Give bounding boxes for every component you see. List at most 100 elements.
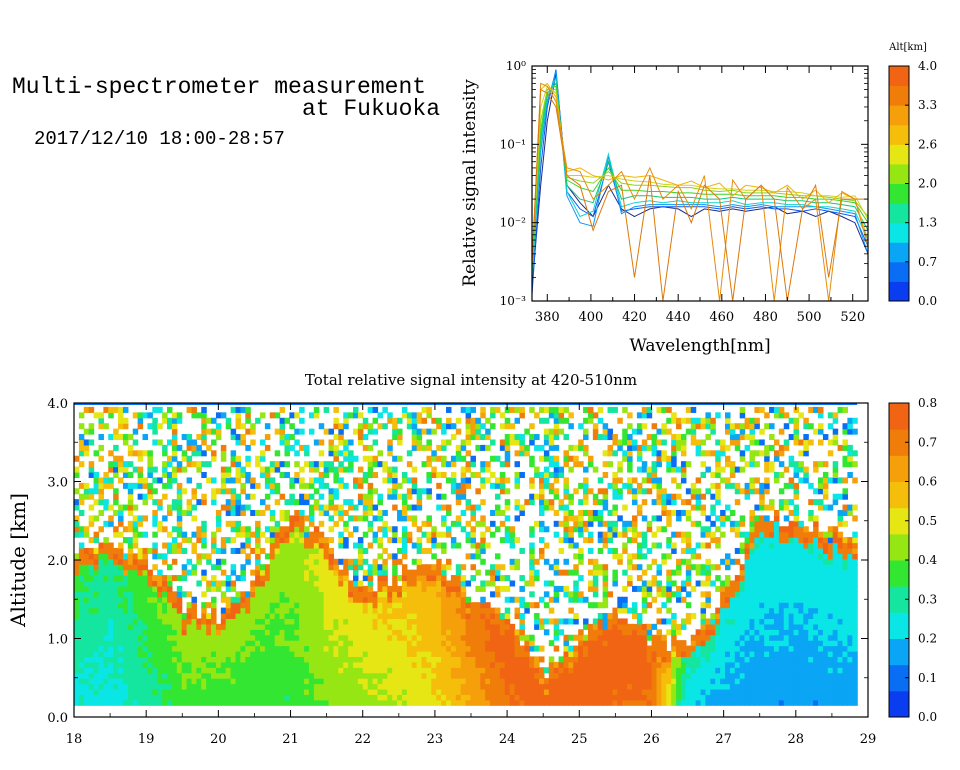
heatmap-cell: [421, 547, 428, 554]
heatmap-cell: [617, 488, 623, 495]
heatmap-cell: [230, 623, 237, 630]
heatmap-cell: [220, 547, 227, 554]
heatmap-cell: [627, 412, 633, 419]
heatmap-cell: [186, 439, 193, 446]
heatmap-cell: [294, 650, 300, 658]
heatmap-cell: [382, 575, 388, 582]
heatmap-cell: [313, 439, 320, 446]
heatmap-cell: [397, 575, 403, 582]
heatmap-cell: [666, 509, 672, 516]
heatmap-cell: [245, 472, 251, 479]
heatmap-cell: [426, 412, 432, 419]
heatmap-cell: [382, 591, 388, 598]
heatmap-cell: [392, 531, 398, 538]
heatmap-cell: [127, 585, 134, 592]
heatmap-cell: [558, 499, 565, 506]
heatmap-cell: [568, 423, 574, 430]
heatmap-cell: [372, 656, 379, 663]
heatmap-cell: [284, 515, 290, 522]
heatmap-cell: [646, 564, 653, 571]
heatmap-cell: [171, 602, 178, 609]
heatmap-cell: [338, 537, 344, 544]
heatmap-cell: [406, 412, 413, 419]
heatmap-cell: [357, 585, 364, 592]
heatmap-cell: [617, 623, 623, 630]
heatmap-cell: [529, 547, 535, 554]
heatmap-cell: [362, 472, 369, 479]
heatmap-cell: [338, 607, 344, 614]
heatmap-cell: [392, 607, 398, 614]
heatmap-cell: [583, 688, 589, 695]
heatmap-cell: [465, 694, 472, 701]
heatmap-cell: [289, 537, 295, 544]
heatmap-cell: [661, 667, 667, 674]
heatmap-cell: [641, 537, 648, 544]
heatmap-cell: [573, 634, 579, 641]
heatmap-cell: [225, 688, 232, 695]
heatmap-cell: [83, 650, 90, 658]
heatmap-cell: [519, 678, 525, 685]
heatmap-cell: [460, 482, 467, 489]
heatmap-cell: [137, 477, 144, 484]
heatmap-cell: [142, 618, 149, 625]
heatmap-cell: [529, 423, 535, 430]
heatmap-cell: [264, 634, 271, 641]
heatmap-cell: [641, 634, 648, 641]
heatmap-cell: [245, 493, 251, 500]
heatmap-cell: [397, 537, 403, 544]
heatmap-cell: [333, 591, 339, 598]
heatmap-cell: [201, 472, 207, 479]
heatmap-cell: [299, 678, 305, 685]
heatmap-cell: [294, 623, 300, 630]
heatmap-cell: [142, 640, 149, 647]
heatmap-cell: [328, 558, 335, 565]
heatmap-cell: [333, 618, 339, 625]
heatmap-cell: [230, 477, 237, 484]
heatmap-cell: [142, 499, 149, 506]
heatmap-cell: [167, 509, 173, 516]
heatmap-cell: [441, 596, 447, 603]
heatmap-cell: [651, 580, 658, 587]
heatmap-cell: [651, 461, 658, 468]
heatmap-cell: [245, 558, 251, 565]
heatmap-cell: [632, 645, 638, 652]
heatmap-cell: [88, 656, 95, 663]
heatmap-cell: [220, 580, 227, 587]
heatmap-cell: [323, 602, 330, 609]
heatmap-cell: [255, 678, 261, 685]
heatmap-cell: [627, 553, 633, 560]
heatmap-cell: [260, 613, 266, 620]
heatmap-cell: [490, 672, 496, 679]
heatmap-cell: [421, 699, 428, 706]
heatmap-cell: [514, 434, 521, 441]
heatmap-cell: [196, 450, 202, 457]
heatmap-cell: [480, 683, 486, 690]
heatmap-cell: [235, 412, 242, 419]
heatmap-cell: [597, 629, 604, 636]
heatmap-cell: [333, 455, 339, 462]
heatmap-cell: [103, 423, 109, 430]
heatmap-cell: [255, 537, 261, 544]
heatmap-cell: [137, 553, 144, 560]
heatmap-cell: [636, 564, 643, 571]
heatmap-cell: [176, 488, 183, 495]
heatmap-cell: [602, 450, 609, 457]
heatmap-cell: [534, 444, 540, 451]
heatmap-cell: [411, 667, 418, 674]
heatmap-cell: [553, 461, 560, 468]
heatmap-cell: [333, 558, 339, 565]
heatmap-cell: [318, 688, 325, 695]
heatmap-cell: [382, 667, 388, 674]
heatmap-cell: [191, 531, 197, 538]
heatmap-cell: [475, 547, 481, 554]
heatmap-cell: [74, 499, 80, 506]
heatmap-cell: [176, 591, 183, 598]
heatmap-cell: [343, 596, 349, 603]
heatmap-cell: [225, 575, 232, 582]
heatmap-cell: [397, 596, 403, 603]
heatmap-cell: [353, 477, 359, 484]
heatmap-cell: [725, 580, 731, 587]
heatmap-cell: [460, 623, 467, 630]
heatmap-cell: [568, 607, 574, 614]
heatmap-cell: [446, 629, 452, 636]
